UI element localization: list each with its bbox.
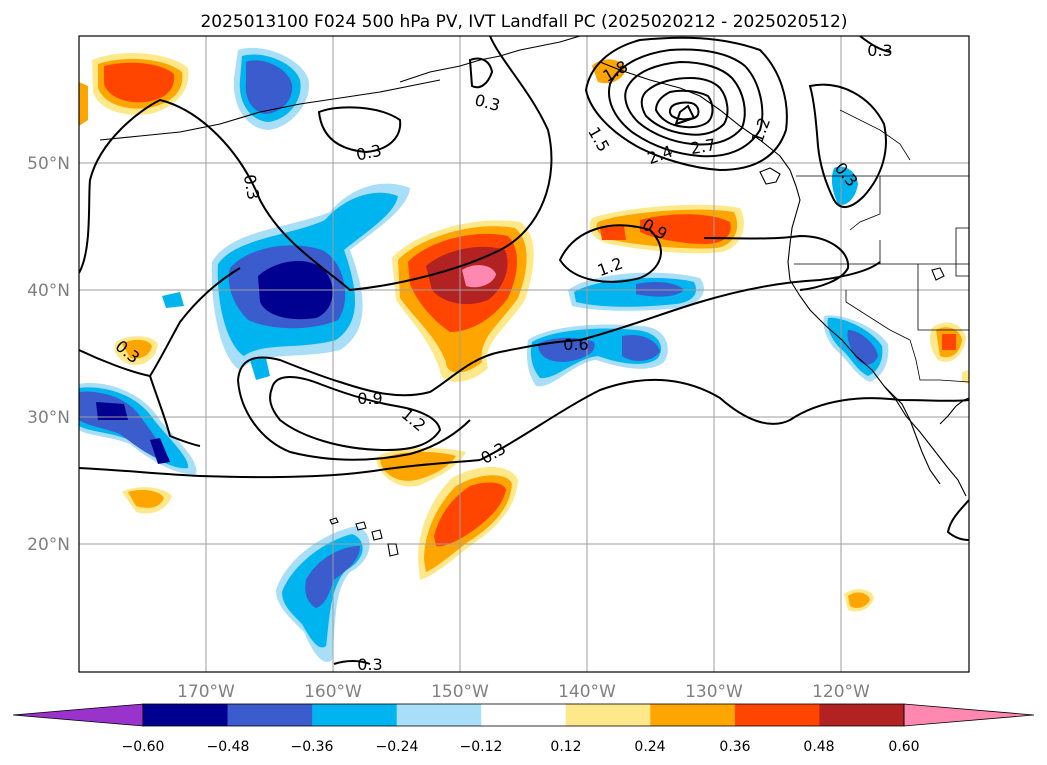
contour-label: 2.7 <box>689 135 717 158</box>
political-borders <box>794 109 969 383</box>
colorbar-segment <box>650 704 736 726</box>
positive-anomaly-region <box>380 451 456 481</box>
negative-anomaly-region <box>162 292 184 308</box>
colorbar-segment <box>819 704 905 726</box>
positive-anomaly-region <box>592 59 626 84</box>
colorbar-tick-label: 0.36 <box>719 739 750 755</box>
colorbar-extend-min <box>12 703 144 727</box>
contour-label: 0.3 <box>354 141 383 165</box>
lat-label: 50°N <box>27 154 70 174</box>
map-panel: 0.3 0.3 0.3 0.3 0.3 0.3 0.3 0.6 0.9 0.9 … <box>79 36 969 674</box>
colorbar-ticks: −0.60 −0.48 −0.36 −0.24 −0.12 0.12 0.24 … <box>122 739 920 755</box>
lon-label: 120°W <box>812 682 870 702</box>
contour-label: 0.9 <box>357 389 382 408</box>
contour-label: 0.3 <box>357 655 382 674</box>
colorbar-tick-label: −0.60 <box>122 739 165 755</box>
positive-anomaly-region <box>104 62 175 103</box>
longitude-labels: 170°W 160°W 150°W 140°W 130°W 120°W <box>177 682 870 702</box>
figure-title: 2025013100 F024 500 hPa PV, IVT Landfall… <box>200 12 847 32</box>
contour-label: 0.3 <box>240 173 263 201</box>
colorbar-segment <box>565 704 651 726</box>
positive-anomaly-region <box>462 265 496 288</box>
pc-shading <box>79 47 969 662</box>
positive-anomaly-region <box>640 214 731 244</box>
colorbar-frame <box>142 703 905 727</box>
lat-label: 40°N <box>27 281 70 301</box>
positive-anomaly-region <box>962 370 969 384</box>
colorbar-tick-label: 0.24 <box>634 739 665 755</box>
negative-anomaly-region <box>622 334 660 361</box>
colorbar-extend-max <box>903 703 1035 727</box>
colorbar-segment <box>481 704 567 726</box>
lon-label: 160°W <box>304 682 362 702</box>
colorbar-segment <box>312 704 398 726</box>
negative-anomaly-region <box>847 330 878 365</box>
contour-label: 0.6 <box>563 335 588 354</box>
negative-anomaly-region <box>96 402 128 420</box>
negative-anomaly-region <box>636 282 684 297</box>
colorbar-tick-label: −0.12 <box>460 739 503 755</box>
positive-anomaly-region <box>122 339 152 359</box>
colorbar-segments <box>12 703 1035 727</box>
colorbar-tick-label: 0.48 <box>803 739 834 755</box>
colorbar-tick-label: 0.60 <box>888 739 919 755</box>
negative-anomaly-region <box>150 438 170 464</box>
latitude-labels: 50°N 40°N 30°N 20°N <box>27 154 70 555</box>
lat-label: 30°N <box>27 408 70 428</box>
positive-anomaly-region <box>434 482 506 547</box>
lon-label: 130°W <box>685 682 743 702</box>
colorbar-tick-label: −0.24 <box>376 739 419 755</box>
map-frame <box>78 35 970 673</box>
lon-label: 150°W <box>431 682 489 702</box>
negative-anomaly-region <box>250 358 270 380</box>
positive-anomaly-region <box>600 226 626 240</box>
lon-label: 140°W <box>558 682 616 702</box>
colorbar-segment <box>734 704 820 726</box>
positive-anomaly-region <box>79 82 88 126</box>
coastlines <box>99 36 969 557</box>
colorbar-segment <box>396 704 482 726</box>
negative-anomaly-region <box>245 60 293 114</box>
positive-anomaly-region <box>942 334 956 350</box>
colorbar-segment <box>143 704 229 726</box>
positive-anomaly-region <box>848 592 870 608</box>
negative-anomaly-region <box>538 337 595 362</box>
contour-label: 0.3 <box>867 41 892 60</box>
colorbar-tick-label: −0.36 <box>291 739 334 755</box>
colorbar-segment <box>227 704 313 726</box>
contours <box>79 36 969 665</box>
colorbar: −0.60 −0.48 −0.36 −0.24 −0.12 0.12 0.24 … <box>12 703 1035 755</box>
positive-anomaly-region <box>128 490 164 508</box>
colorbar-tick-label: 0.12 <box>550 739 581 755</box>
lat-label: 20°N <box>27 535 70 555</box>
lon-label: 170°W <box>177 682 235 702</box>
colorbar-tick-label: −0.48 <box>207 739 250 755</box>
